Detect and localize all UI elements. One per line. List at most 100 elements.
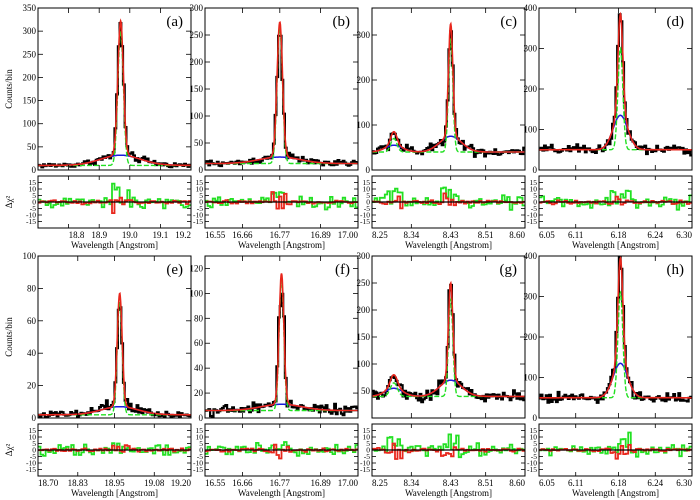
x-tick-label: 8.34 <box>403 478 419 488</box>
x-tick-label: 18.9 <box>91 230 107 240</box>
y-tick-label: 0 <box>533 413 538 423</box>
resid-tick-label: -10 <box>527 459 537 468</box>
y-tick-label: 120 <box>190 263 204 273</box>
x-axis-title: Wavelength [Angstrom] <box>71 240 158 250</box>
y-tick-label: 0 <box>366 165 371 175</box>
x-tick-label: 19.20 <box>171 478 192 488</box>
panel-label: (e) <box>166 262 183 278</box>
resid-tick-label: -5 <box>531 204 537 213</box>
resid-tick-label: -5 <box>364 204 370 213</box>
x-tick-label: 8.51 <box>478 230 494 240</box>
resid-tick-label: 15 <box>363 178 371 187</box>
x-tick-label: 18.70 <box>38 478 59 488</box>
y-tick-label: 100 <box>524 373 538 383</box>
residual-narrow <box>38 182 191 210</box>
panel-label: (c) <box>500 14 517 30</box>
resid-tick-label: -10 <box>193 459 203 468</box>
x-tick-label: 16.77 <box>270 230 291 240</box>
x-tick-label: 16.55 <box>205 478 226 488</box>
y-tick-label: 100 <box>190 111 204 121</box>
resid-tick-label: -10 <box>26 459 36 468</box>
y-tick-label: 400 <box>524 3 538 13</box>
y-tick-label: 150 <box>190 84 204 94</box>
y-tick-label: 250 <box>23 49 37 59</box>
y-tick-label: 250 <box>190 30 204 40</box>
y-tick-label: 0 <box>533 165 538 175</box>
x-tick-label: 6.18 <box>611 230 627 240</box>
resid-tick-label: 15 <box>363 426 371 435</box>
resid-tick-label: 0 <box>199 446 203 455</box>
resid-tick-label: -10 <box>193 211 203 220</box>
y-tick-label: 300 <box>357 251 371 261</box>
y-tick-label: 50 <box>361 386 371 396</box>
total-model-line <box>38 292 191 416</box>
y-tick-label: 0 <box>199 413 204 423</box>
resid-tick-label: 5 <box>366 191 370 200</box>
y-tick-label: 100 <box>23 251 37 261</box>
resid-tick-label: 15 <box>29 178 37 187</box>
x-tick-label: 8.34 <box>403 230 419 240</box>
resid-tick-label: 5 <box>32 191 36 200</box>
resid-tick-label: -15 <box>26 217 36 226</box>
y-tick-label: 20 <box>194 388 204 398</box>
panel-label: (f) <box>335 262 350 278</box>
x-tick-label: 6.30 <box>676 230 692 240</box>
panel-label: (a) <box>166 14 183 30</box>
x-tick-label: 16.89 <box>310 478 331 488</box>
resid-tick-label: 0 <box>366 198 370 207</box>
x-tick-label: 18.83 <box>68 478 89 488</box>
x-tick-label: 19.1 <box>153 230 169 240</box>
y-tick-label: 300 <box>524 292 538 302</box>
plot-frame <box>204 255 359 419</box>
resid-tick-label: -10 <box>360 459 370 468</box>
resid-tick-label: -5 <box>30 452 36 461</box>
x-tick-label: 6.11 <box>568 230 583 240</box>
x-tick-label: 17.00 <box>338 478 359 488</box>
y-tick-label: 80 <box>27 283 37 293</box>
residual-axis-title: Δχ² <box>4 195 14 208</box>
resid-tick-label: 0 <box>32 198 36 207</box>
x-tick-label: 8.60 <box>509 478 525 488</box>
x-tick-label: 19.08 <box>144 478 165 488</box>
total-model-line <box>38 18 191 167</box>
resid-tick-label: 15 <box>29 426 37 435</box>
resid-tick-label: 0 <box>533 446 537 455</box>
y-tick-label: 400 <box>524 251 538 261</box>
resid-tick-label: -5 <box>197 452 203 461</box>
x-tick-label: 8.43 <box>443 478 459 488</box>
resid-tick-label: 5 <box>366 439 370 448</box>
resid-tick-label: 10 <box>363 433 371 442</box>
total-model-line <box>205 21 358 165</box>
panel-label: (d) <box>667 14 685 30</box>
y-tick-label: 100 <box>357 359 371 369</box>
residual-total <box>205 191 358 210</box>
resid-tick-label: -15 <box>193 217 203 226</box>
y-tick-label: 60 <box>27 316 37 326</box>
resid-tick-label: -10 <box>527 211 537 220</box>
y-tick-label: 300 <box>190 3 204 13</box>
x-axis-title: Wavelength [Angstrom] <box>572 240 659 250</box>
y-tick-label: 200 <box>190 57 204 67</box>
y-tick-label: 300 <box>23 26 37 36</box>
residual-total <box>38 196 191 214</box>
total-model-line <box>372 21 525 153</box>
x-axis-title: Wavelength [Angstrom] <box>572 488 659 498</box>
resid-tick-label: -10 <box>26 211 36 220</box>
y-axis-title: Counts/bin <box>4 317 14 357</box>
broad-component-line <box>539 114 692 151</box>
resid-tick-label: 5 <box>199 191 203 200</box>
y-tick-label: 250 <box>357 278 371 288</box>
y-axis-title: Counts/bin <box>4 69 14 109</box>
panel-label: (g) <box>500 262 518 278</box>
resid-tick-label: 5 <box>533 191 537 200</box>
y-tick-label: 50 <box>27 142 37 152</box>
y-tick-label: 100 <box>524 125 538 135</box>
resid-tick-label: -15 <box>527 465 537 474</box>
resid-tick-label: 5 <box>199 439 203 448</box>
x-tick-label: 6.05 <box>539 478 555 488</box>
x-tick-label: 8.43 <box>443 230 459 240</box>
total-model-line <box>539 256 692 399</box>
resid-tick-label: -10 <box>360 211 370 220</box>
